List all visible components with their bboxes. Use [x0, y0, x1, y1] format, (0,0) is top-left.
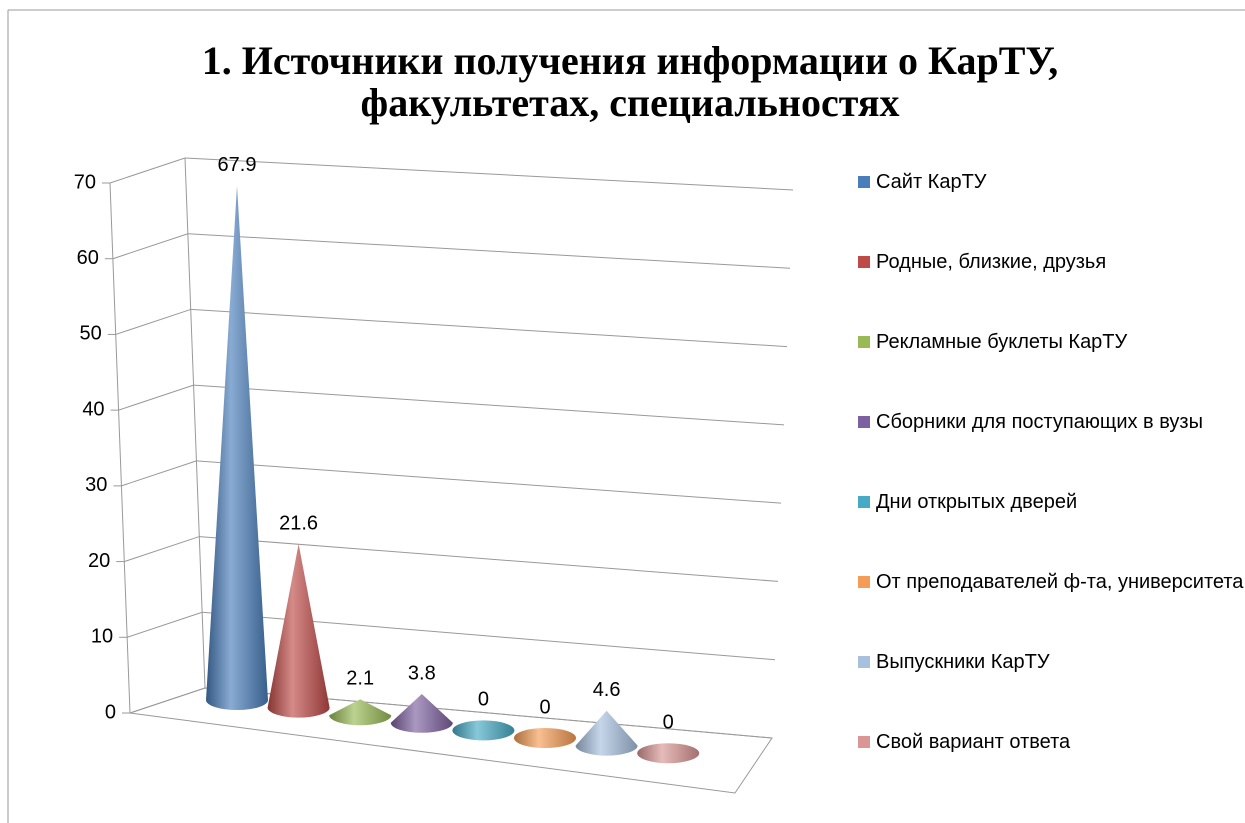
legend-entry: Дни открытых дверей: [858, 486, 1245, 518]
grid-line: [184, 157, 794, 191]
value-label: 0: [663, 711, 674, 733]
legend-label: От преподавателей ф-та, университета: [876, 571, 1244, 593]
grid-line: [187, 233, 791, 269]
value-label: 4.6: [593, 679, 621, 701]
cone: [329, 699, 392, 726]
value-label: 0: [539, 696, 550, 718]
legend-label: Сборники для поступающих в вузы: [876, 411, 1203, 433]
grid-line: [112, 233, 189, 260]
value-label: 21.6: [279, 512, 318, 534]
cone: [452, 720, 515, 741]
y-tick-label: 30: [85, 474, 107, 496]
legend-entry: Свой вариант ответа: [858, 726, 1245, 758]
legend-swatch: [858, 576, 870, 588]
y-axis: [109, 182, 131, 714]
grid-line: [196, 460, 782, 504]
y-tick-label: 0: [105, 701, 116, 723]
legend-entry: От преподавателей ф-та, университета: [858, 566, 1245, 598]
legend-label: Свой вариант ответа: [876, 731, 1071, 753]
value-label: 67.9: [218, 154, 257, 176]
y-tick-label: 50: [79, 323, 101, 345]
cone: [514, 728, 576, 748]
legend-label: Выпускники КарТУ: [876, 651, 1050, 673]
grid-line: [118, 384, 194, 411]
legend-swatch: [858, 416, 870, 428]
legend-swatch: [858, 496, 870, 508]
legend-label: Сайт КарТУ: [876, 171, 987, 193]
back-wall-edge: [184, 157, 206, 689]
grid-line: [193, 384, 785, 426]
legend-entry: Рекламные буклеты КарТУ: [858, 326, 1245, 358]
grid-line: [129, 687, 206, 714]
legend-swatch: [858, 736, 870, 748]
legend-entry: Сборники для поступающих в вузы: [858, 406, 1245, 438]
chart-title: 1. Источники получения информации о КарТ…: [201, 38, 1059, 125]
y-tick-label: 70: [74, 171, 96, 193]
legend-swatch: [858, 256, 870, 268]
cone: [390, 694, 453, 733]
value-label: 0: [478, 689, 489, 711]
grid-line: [126, 611, 203, 638]
legend-entry: Выпускники КарТУ: [858, 646, 1245, 678]
value-label: 2.1: [346, 668, 374, 690]
grid-line: [121, 460, 197, 487]
grid-line: [124, 536, 200, 563]
legend-label: Дни открытых дверей: [876, 491, 1078, 513]
legend-entry: Сайт КарТУ: [858, 166, 1245, 198]
cone: [575, 710, 638, 756]
legend-swatch: [858, 336, 870, 348]
y-tick-label: 60: [77, 247, 99, 269]
cone: [206, 185, 268, 710]
grid-line: [199, 536, 779, 582]
legend-label: Рекламные буклеты КарТУ: [876, 331, 1128, 353]
grid-line: [109, 157, 186, 184]
y-tick-label: 20: [88, 550, 110, 572]
value-label: 3.8: [408, 662, 436, 684]
legend-label: Родные, близкие, друзья: [876, 251, 1107, 273]
cone: [637, 743, 700, 764]
legend-entry: Родные, близкие, друзья: [858, 246, 1245, 278]
y-tick-label: 10: [91, 626, 113, 648]
cone: [267, 544, 330, 718]
legend-swatch: [858, 656, 870, 668]
legend-swatch: [858, 176, 870, 188]
grid-line: [115, 308, 191, 335]
y-tick-label: 40: [82, 398, 104, 420]
grid-line: [190, 308, 788, 348]
